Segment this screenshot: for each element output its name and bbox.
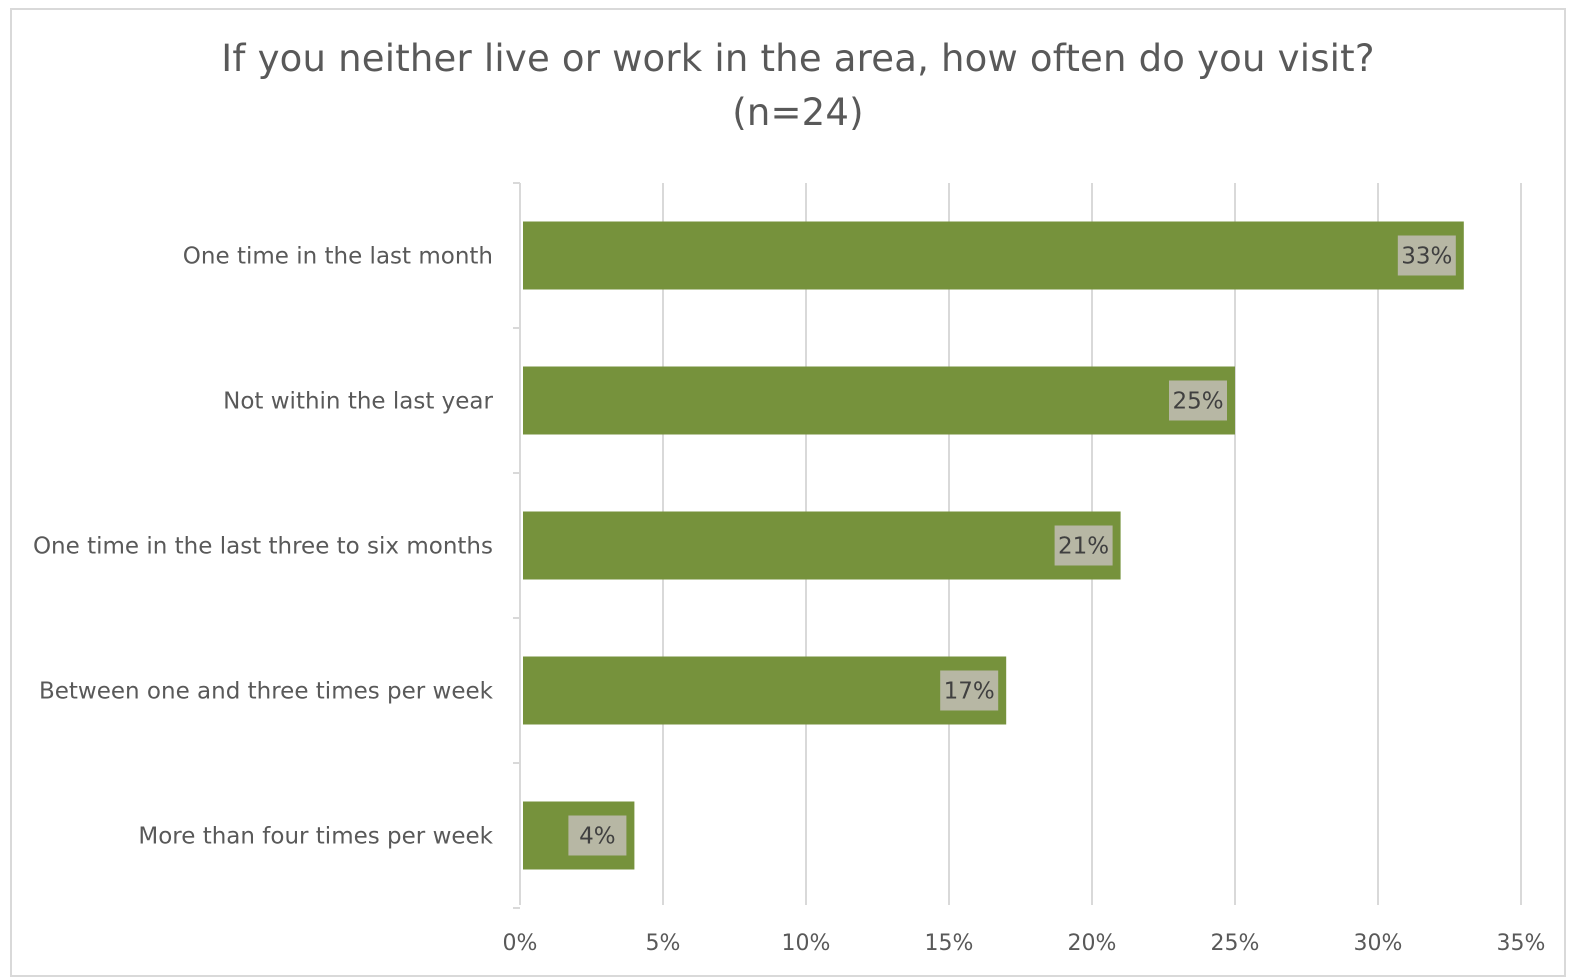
data-label-box [568,815,627,856]
x-tick-label: 25% [1211,931,1260,956]
category-label: Not within the last year [223,389,493,415]
x-tick-label: 5% [646,931,681,956]
data-label: 17% [944,679,995,705]
bar [523,511,1121,580]
x-tick-label: 35% [1497,931,1546,956]
bar [523,656,1007,725]
x-tick-label: 0% [503,931,538,956]
category-label: One time in the last month [183,244,493,270]
bar [523,366,1235,435]
data-label-box [1169,380,1227,421]
chart-subtitle: (n=24) [732,91,864,134]
data-label: 4% [579,824,616,850]
data-label: 25% [1172,389,1223,415]
chart-title-text: If you neither live or work in the area,… [221,37,1375,80]
category-label: One time in the last three to six months [33,534,493,560]
data-label-box [1397,235,1456,276]
data-label-box [940,670,999,711]
x-tick-label: 20% [1068,931,1117,956]
data-label: 21% [1058,534,1109,560]
x-tick-label: 30% [1354,931,1403,956]
category-label: More than four times per week [138,824,493,850]
data-label-box [1054,525,1113,566]
data-label: 33% [1401,244,1452,270]
x-tick-label: 15% [925,931,974,956]
chart-frame [10,8,1566,977]
x-tick-label: 10% [782,931,831,956]
chart-title: If you neither live or work in the area,… [0,32,1576,140]
bar [523,221,1464,290]
category-label: Between one and three times per week [39,679,494,705]
